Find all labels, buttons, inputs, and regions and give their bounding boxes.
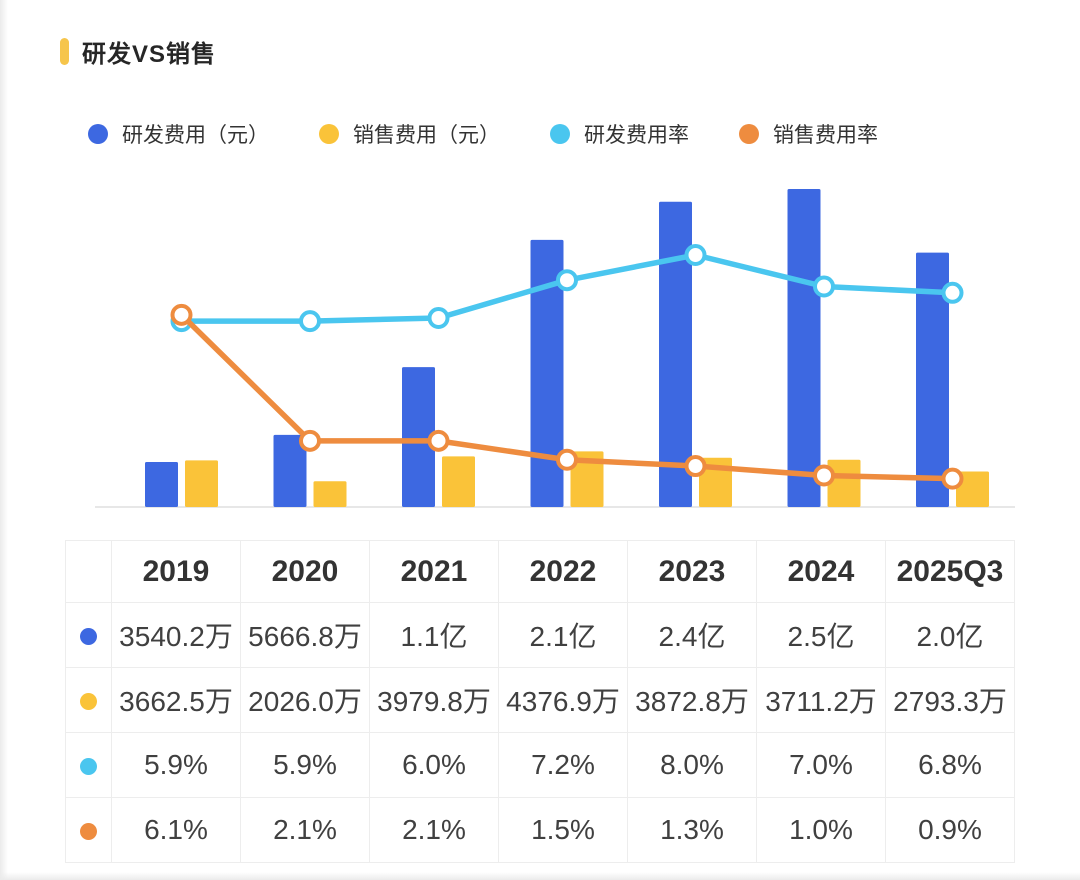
row-series-cell-sales_expense bbox=[65, 667, 112, 733]
legend-item-rd_rate[interactable]: 研发费用率 bbox=[550, 119, 689, 149]
cell-rd_expense-2025Q3: 2.0亿 bbox=[885, 602, 1015, 668]
point-rd_rate-2021 bbox=[427, 307, 450, 329]
cell-sales_expense-2019: 3662.5万 bbox=[111, 667, 241, 733]
table-header-row: 2019 2020 2021 2022 2023 2024 2025Q3 bbox=[65, 540, 1015, 603]
point-sales_rate-2025Q3 bbox=[941, 467, 964, 490]
legend-label: 销售费用（元） bbox=[353, 124, 500, 147]
col-header-2024: 2024 bbox=[756, 540, 886, 603]
cell-sales_rate-2024: 1.0% bbox=[756, 797, 886, 863]
cell-sales_expense-2025Q3: 2793.3万 bbox=[885, 667, 1015, 733]
bar-sales_expense-2019 bbox=[185, 460, 218, 507]
table-row-rd_expense: 3540.2万 5666.8万 1.1亿 2.1亿 2.4亿 2.5亿 2.0亿 bbox=[65, 602, 1015, 668]
col-header-2025Q3: 2025Q3 bbox=[885, 540, 1015, 603]
legend-item-sales_rate[interactable]: 销售费用率 bbox=[739, 119, 878, 149]
row-series-cell-rd_rate bbox=[65, 732, 112, 798]
col-header-2020: 2020 bbox=[240, 540, 370, 603]
bar-rd_expense-2022 bbox=[530, 239, 564, 507]
col-header-2022: 2022 bbox=[498, 540, 628, 603]
point-rd_rate-2024 bbox=[813, 275, 835, 298]
bar-sales_expense-2025Q3 bbox=[956, 471, 989, 507]
legend-label: 销售费用率 bbox=[773, 124, 878, 147]
cell-rd_rate-2021: 6.0% bbox=[369, 732, 499, 798]
cell-sales_expense-2022: 4376.9万 bbox=[498, 667, 628, 733]
bar-rd_expense-2019 bbox=[145, 461, 178, 507]
cell-rd_expense-2019: 3540.2万 bbox=[111, 602, 241, 668]
cell-rd_rate-2020: 5.9% bbox=[240, 732, 370, 798]
title-marker-icon bbox=[60, 38, 69, 65]
page-title: 研发VS销售 bbox=[82, 41, 217, 68]
cell-rd_expense-2024: 2.5亿 bbox=[756, 602, 886, 668]
series-dot-sales_expense bbox=[80, 693, 97, 711]
legend-dot-sales_expense bbox=[319, 124, 339, 144]
table-row-sales_expense: 3662.5万 2026.0万 3979.8万 4376.9万 3872.8万 3711.… bbox=[65, 667, 1015, 733]
point-sales_rate-2024 bbox=[813, 464, 835, 487]
cell-rd_rate-2023: 8.0% bbox=[627, 732, 757, 798]
cell-sales_expense-2023: 3872.8万 bbox=[627, 667, 757, 733]
point-rd_rate-2025Q3 bbox=[941, 281, 964, 304]
legend-label: 研发费用率 bbox=[584, 124, 689, 147]
cell-rd_rate-2024: 7.0% bbox=[756, 732, 886, 798]
series-dot-rd_expense bbox=[80, 628, 97, 646]
cell-rd_rate-2019: 5.9% bbox=[111, 732, 241, 798]
bar-sales_expense-2024 bbox=[827, 459, 861, 507]
point-sales_rate-2019 bbox=[170, 303, 193, 326]
table-corner-cell bbox=[65, 540, 112, 603]
bar-rd_expense-2025Q3 bbox=[916, 252, 949, 507]
cell-sales_rate-2020: 2.1% bbox=[240, 797, 370, 863]
point-sales_rate-2023 bbox=[684, 455, 707, 478]
legend-dot-sales_rate bbox=[739, 124, 759, 144]
cell-sales_expense-2020: 2026.0万 bbox=[240, 667, 370, 733]
combo-chart bbox=[95, 189, 1015, 508]
point-sales_rate-2022 bbox=[556, 448, 578, 471]
col-header-2023: 2023 bbox=[627, 540, 757, 603]
page-edge-shade-bottom bbox=[0, 872, 1080, 880]
bar-sales_expense-2022 bbox=[570, 451, 604, 507]
cell-sales_rate-2025Q3: 0.9% bbox=[885, 797, 1015, 863]
series-dot-sales_rate bbox=[80, 823, 97, 841]
point-rd_rate-2022 bbox=[556, 269, 578, 292]
point-sales_rate-2020 bbox=[299, 429, 321, 452]
col-header-2019: 2019 bbox=[111, 540, 241, 603]
legend-label: 研发费用（元） bbox=[122, 124, 269, 147]
cell-rd_expense-2020: 5666.8万 bbox=[240, 602, 370, 668]
point-rd_rate-2020 bbox=[299, 310, 321, 333]
cell-rd_expense-2022: 2.1亿 bbox=[498, 602, 628, 668]
cell-sales_rate-2023: 1.3% bbox=[627, 797, 757, 863]
cell-sales_rate-2021: 2.1% bbox=[369, 797, 499, 863]
point-sales_rate-2021 bbox=[427, 429, 450, 452]
row-series-cell-sales_rate bbox=[65, 797, 112, 863]
cell-sales_rate-2019: 6.1% bbox=[111, 797, 241, 863]
series-dot-rd_rate bbox=[80, 758, 97, 776]
col-header-2021: 2021 bbox=[369, 540, 499, 603]
legend-dot-rd_rate bbox=[550, 124, 570, 144]
cell-rd_rate-2025Q3: 6.8% bbox=[885, 732, 1015, 798]
cell-sales_rate-2022: 1.5% bbox=[498, 797, 628, 863]
chart-legend: 研发费用（元） 销售费用（元） 研发费用率 销售费用率 bbox=[88, 119, 878, 149]
bar-sales_expense-2020 bbox=[313, 481, 347, 507]
point-rd_rate-2023 bbox=[684, 244, 707, 266]
data-table: 2019 2020 2021 2022 2023 2024 2025Q3 3540.2万 566… bbox=[65, 540, 1015, 863]
table-row-sales_rate: 6.1% 2.1% 2.1% 1.5% 1.3% 1.0% 0.9% bbox=[65, 797, 1015, 863]
bar-rd_expense-2020 bbox=[273, 434, 307, 507]
bar-rd_expense-2023 bbox=[659, 201, 692, 507]
legend-item-sales_expense[interactable]: 销售费用（元） bbox=[319, 119, 500, 149]
row-series-cell-rd_expense bbox=[65, 602, 112, 668]
cell-sales_expense-2024: 3711.2万 bbox=[756, 667, 886, 733]
legend-item-rd_expense[interactable]: 研发费用（元） bbox=[88, 119, 269, 149]
table-row-rd_rate: 5.9% 5.9% 6.0% 7.2% 8.0% 7.0% 6.8% bbox=[65, 732, 1015, 798]
bar-sales_expense-2021 bbox=[442, 456, 475, 507]
section-header: 研发VS销售 bbox=[60, 34, 216, 69]
legend-dot-rd_expense bbox=[88, 124, 108, 144]
cell-rd_expense-2021: 1.1亿 bbox=[369, 602, 499, 668]
bar-rd_expense-2021 bbox=[402, 367, 435, 507]
bar-rd_expense-2024 bbox=[787, 189, 821, 507]
cell-rd_expense-2023: 2.4亿 bbox=[627, 602, 757, 668]
cell-rd_rate-2022: 7.2% bbox=[498, 732, 628, 798]
cell-sales_expense-2021: 3979.8万 bbox=[369, 667, 499, 733]
